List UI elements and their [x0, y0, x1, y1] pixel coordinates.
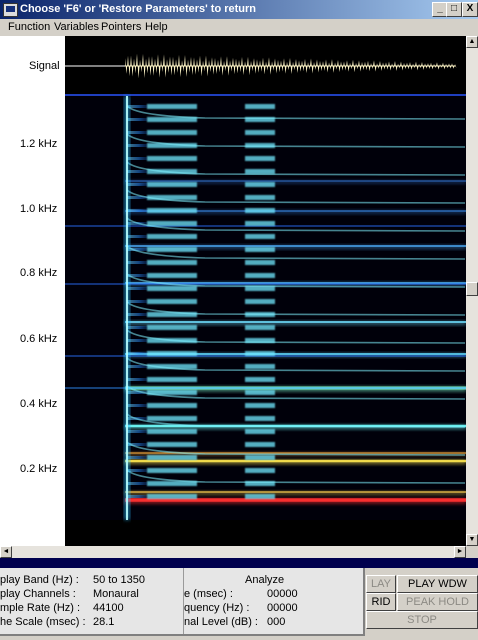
display-channels-label: play Channels :	[0, 588, 76, 600]
analyze-title: Analyze	[245, 574, 285, 586]
x-tick-label: 8 sec	[304, 527, 331, 539]
display-band-label: play Band (Hz) :	[0, 574, 79, 586]
menu-variables[interactable]: Variables	[54, 21, 100, 33]
x-tick-label: 6 sec	[244, 527, 271, 539]
play-button[interactable]: LAY	[366, 575, 396, 593]
display-channels-value: Monaural	[93, 588, 139, 600]
spectrogram-plot[interactable]	[65, 36, 466, 546]
scroll-up-button[interactable]: ▲	[466, 36, 478, 48]
stop-button[interactable]: STOP	[366, 611, 478, 629]
menu-bar: Function Variables Pointers Help	[0, 19, 478, 36]
info-divider	[183, 568, 184, 634]
time-scale-label: he Scale (msec) :	[0, 616, 86, 628]
frequency-label: quency (Hz) :	[184, 602, 250, 614]
peak-hold-button[interactable]: PEAK HOLD	[397, 593, 478, 611]
title-bar: Choose 'F6' or 'Restore Parameters' to r…	[0, 0, 478, 19]
time-scale-value: 28.1	[93, 616, 115, 628]
frequency-value: 00000	[267, 602, 298, 614]
y-tick-label: 0.4 kHz	[20, 398, 58, 410]
spectrogram-graphic	[65, 36, 466, 546]
signal-level-value: 000	[267, 616, 286, 628]
info-panel: play Band (Hz) : 50 to 1350 play Channel…	[0, 568, 365, 636]
signal-level-label: nal Level (dB) :	[184, 616, 258, 628]
x-tick-label: 10 sec	[366, 527, 399, 539]
y-tick-label: 0.6 kHz	[20, 333, 58, 345]
y-tick-label: 0.8 kHz	[20, 267, 58, 279]
spectrogram-area[interactable]: Signal 1.2 kHz 1.0 kHz 0.8 kHz 0.6 kHz 0…	[0, 36, 466, 546]
app-icon[interactable]	[3, 3, 18, 17]
scroll-left-button[interactable]: ◄	[0, 546, 12, 558]
time-value: 00000	[267, 588, 298, 600]
grid-button[interactable]: RID	[366, 593, 396, 611]
x-tick-label: 2 sec	[120, 527, 147, 539]
scroll-down-button[interactable]: ▼	[466, 534, 478, 546]
x-tick-label: 0 sec	[65, 527, 92, 539]
menu-pointers[interactable]: Pointers	[101, 21, 142, 33]
harmonic-blocks	[126, 104, 466, 499]
y-tick-label: 1.0 kHz	[20, 203, 58, 215]
sample-rate-value: 44100	[93, 602, 124, 614]
y-tick-label: 1.2 kHz	[20, 138, 58, 150]
close-button[interactable]: X	[462, 2, 478, 17]
x-tick-label: 4 sec	[182, 527, 209, 539]
sample-rate-label: mple Rate (Hz) :	[0, 602, 81, 614]
menu-help[interactable]: Help	[145, 21, 168, 33]
horizontal-scrollbar[interactable]: ◄ ►	[0, 546, 466, 558]
maximize-button[interactable]: □	[446, 2, 462, 17]
y-tick-label: 0.2 kHz	[20, 463, 58, 475]
window-title: Choose 'F6' or 'Restore Parameters' to r…	[20, 3, 257, 15]
display-band-value: 50 to 1350	[93, 574, 145, 586]
vertical-scroll-thumb[interactable]	[466, 282, 478, 296]
scroll-right-button[interactable]: ►	[454, 546, 466, 558]
vertical-scrollbar[interactable]: ▲ ▼	[466, 36, 478, 546]
play-window-button[interactable]: PLAY WDW	[397, 575, 478, 593]
time-label: e (msec) :	[184, 588, 233, 600]
signal-label: Signal	[29, 60, 60, 72]
menu-function[interactable]: Function	[8, 21, 51, 33]
status-divider	[0, 558, 478, 568]
